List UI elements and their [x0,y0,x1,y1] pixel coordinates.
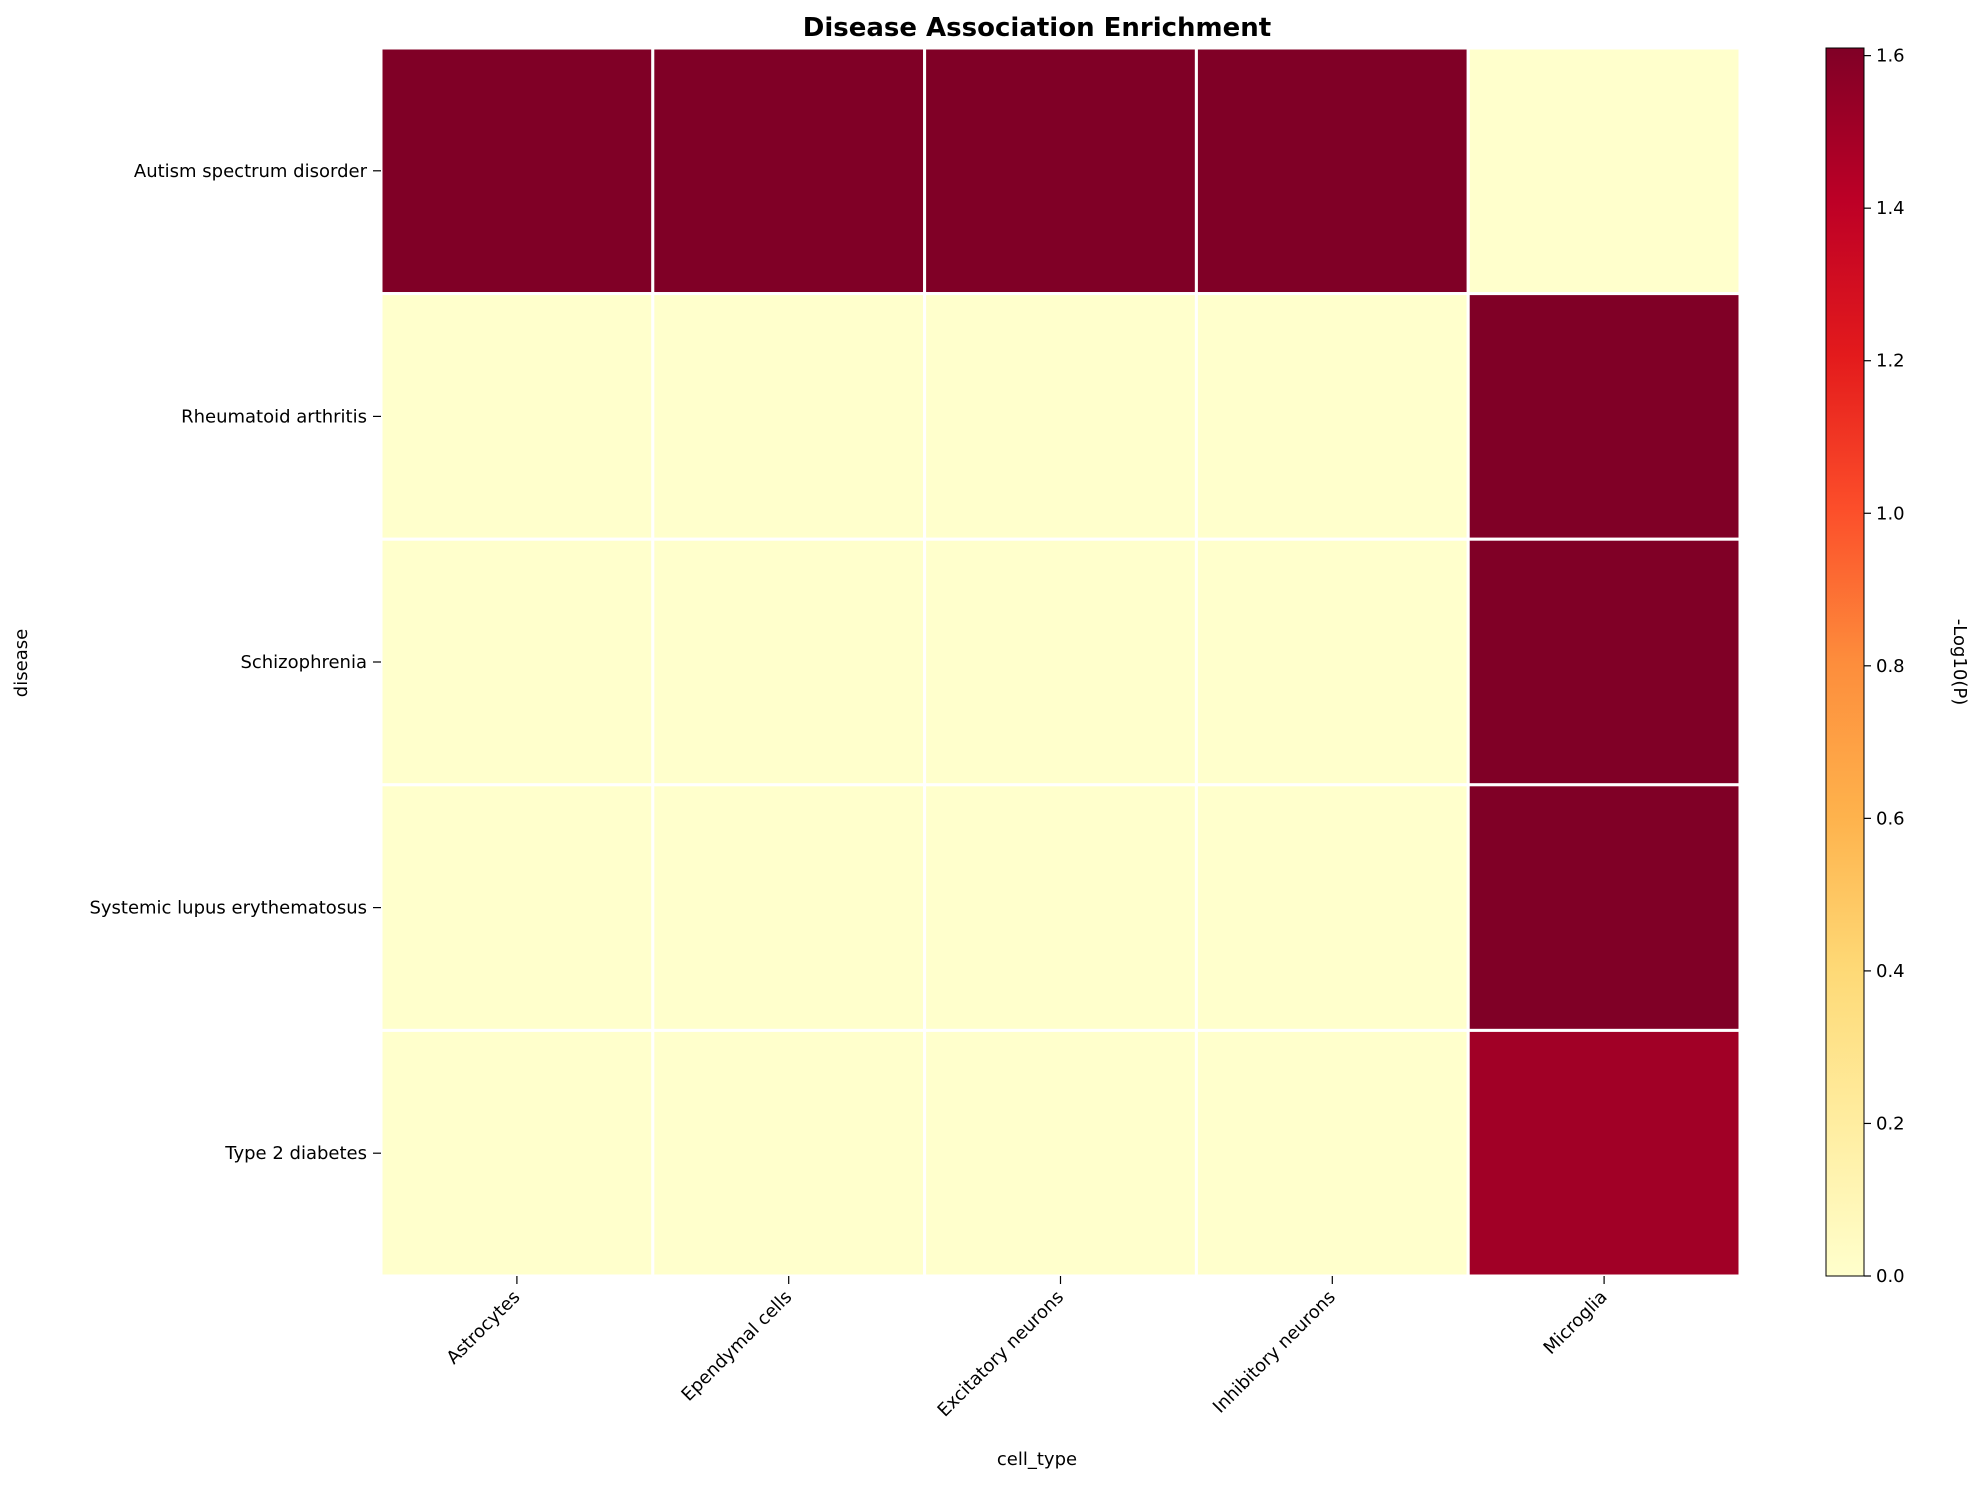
heatmap-cell [1194,1028,1470,1278]
heatmap-cell [1194,46,1470,296]
heatmap-cell [923,1028,1198,1278]
heatmap-cell [1194,292,1470,541]
heatmap-cell [651,292,927,541]
x-axis-label: cell_type [997,1449,1077,1470]
heatmap-cell [1466,783,1742,1032]
y-tick-label: Systemic lupus erythematosus [89,898,367,919]
y-tick-label: Rheumatoid arthritis [181,406,367,427]
heatmap-cell [379,292,655,541]
heatmap-cell [379,1028,655,1278]
heatmap-cell [651,1028,927,1278]
colorbar-tick-label: 0.0 [1876,1266,1905,1287]
heatmap-cell [651,783,927,1032]
colorbar: 0.0 0.2 0.4 0.6 0.8 1.0 1.2 1.4 1.6 -Log10(P) [1825,46,1968,1287]
colorbar-tick-label: 0.8 [1876,656,1905,677]
colorbar-tick-label: 1.0 [1876,503,1905,524]
chart-title: Disease Association Enrichment [803,13,1271,43]
x-axis: Astrocytes Ependymal cells Excitatory neur… [443,1276,1612,1421]
x-tick-label: Excitatory neurons [934,1287,1069,1422]
colorbar-tick-label: 1.2 [1876,351,1905,372]
heatmap-cell [923,46,1198,296]
heatmap-cell [651,537,927,787]
colorbar-tick-label: 0.4 [1876,961,1905,982]
colorbar-tick-label: 0.2 [1876,1113,1905,1134]
y-tick-label: Schizophrenia [240,652,367,673]
colorbar-tick-label: 1.4 [1876,198,1905,219]
colorbar-tick-label: 0.6 [1876,808,1905,829]
heatmap-cells [379,46,1742,1278]
heatmap-cell [923,783,1198,1032]
x-tick-label: Microglia [1540,1287,1612,1359]
x-tick-label: Inhibitory neurons [1209,1287,1340,1418]
heatmap-cell [1194,537,1470,787]
x-tick-label: Ependymal cells [677,1287,796,1406]
heatmap-cell [379,46,655,296]
y-tick-label: Autism spectrum disorder [134,161,368,182]
colorbar-tick-label: 1.6 [1876,46,1905,67]
y-axis-label: disease [11,629,32,697]
heatmap-cell [1466,292,1742,541]
heatmap-cell [651,46,927,296]
heatmap-cell [379,537,655,787]
colorbar-ticks: 0.0 0.2 0.4 0.6 0.8 1.0 1.2 1.4 1.6 [1864,46,1905,1287]
colorbar-label: -Log10(P) [1949,619,1968,705]
heatmap-cell [923,292,1198,541]
heatmap-cell [1466,1028,1742,1278]
heatmap-cell [379,783,655,1032]
y-axis: Autism spectrum disorder Rheumatoid arthr… [89,161,381,1164]
x-tick-label: Astrocytes [443,1287,525,1369]
heatmap-cell [1466,537,1742,787]
heatmap-cell [1466,46,1742,296]
y-tick-label: Type 2 diabetes [224,1143,367,1164]
heatmap-cell [923,537,1198,787]
heatmap-cell [1194,783,1470,1032]
colorbar-gradient-bar [1825,47,1865,1277]
